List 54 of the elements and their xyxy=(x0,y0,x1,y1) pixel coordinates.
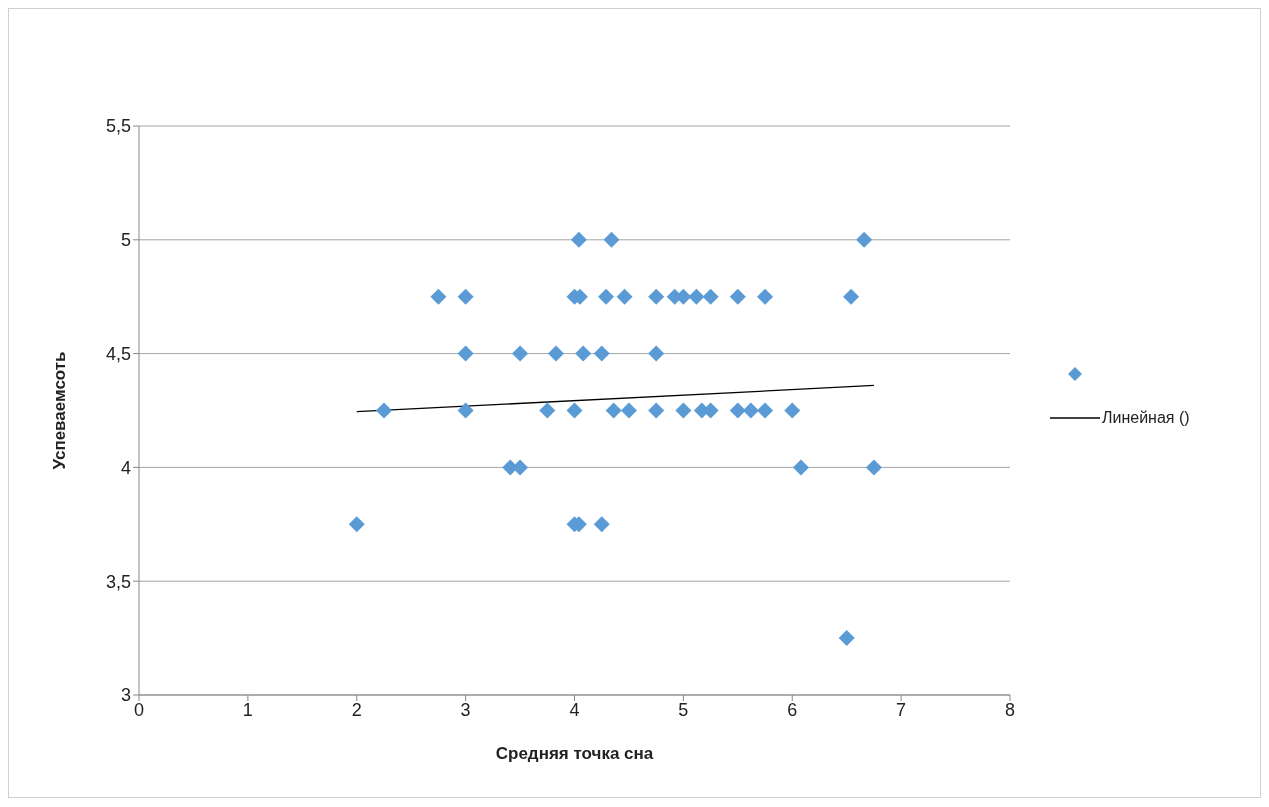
point xyxy=(757,288,774,305)
point xyxy=(593,345,610,362)
point xyxy=(616,288,633,305)
y-tick-label: 5,5 xyxy=(105,116,131,137)
point xyxy=(566,402,583,419)
point xyxy=(575,345,592,362)
point xyxy=(757,402,774,419)
point xyxy=(865,459,882,476)
point xyxy=(675,402,692,419)
y-tick-label: 5 xyxy=(120,230,131,251)
point xyxy=(375,402,392,419)
point xyxy=(570,231,587,248)
point xyxy=(430,288,447,305)
point xyxy=(843,288,860,305)
point xyxy=(457,345,474,362)
point xyxy=(512,345,529,362)
point xyxy=(348,516,365,533)
point xyxy=(784,402,801,419)
point xyxy=(457,288,474,305)
y-tick-label: 3,5 xyxy=(105,571,131,592)
point xyxy=(648,345,665,362)
x-tick-label: 0 xyxy=(133,699,145,720)
point xyxy=(648,288,665,305)
x-tick-label: 6 xyxy=(787,699,798,720)
x-tick-label: 2 xyxy=(351,699,362,720)
x-tick-label: 7 xyxy=(896,699,907,720)
point xyxy=(742,402,759,419)
legend-label: Линейная () xyxy=(1102,409,1190,427)
point xyxy=(593,516,610,533)
point xyxy=(856,231,873,248)
x-tick-label: 8 xyxy=(1004,699,1016,720)
point xyxy=(539,402,556,419)
point xyxy=(547,345,564,362)
point xyxy=(838,630,855,647)
point xyxy=(702,288,719,305)
point xyxy=(648,402,665,419)
point xyxy=(598,288,615,305)
point xyxy=(605,402,622,419)
x-axis-title: Средняя точка сна xyxy=(495,744,654,763)
point xyxy=(603,231,620,248)
point xyxy=(729,402,746,419)
x-tick-label: 5 xyxy=(678,699,689,720)
point xyxy=(792,459,809,476)
x-tick-label: 1 xyxy=(242,699,253,720)
x-tick-label: 3 xyxy=(460,699,471,720)
y-axis-title: Успеваемсоть xyxy=(50,351,70,470)
x-tick-label: 4 xyxy=(569,699,580,720)
point xyxy=(620,402,637,419)
y-tick-label: 3 xyxy=(120,685,131,706)
point xyxy=(457,402,474,419)
point xyxy=(688,288,705,305)
y-tick-label: 4,5 xyxy=(105,343,131,364)
point xyxy=(729,288,746,305)
y-tick-label: 4 xyxy=(120,457,131,478)
